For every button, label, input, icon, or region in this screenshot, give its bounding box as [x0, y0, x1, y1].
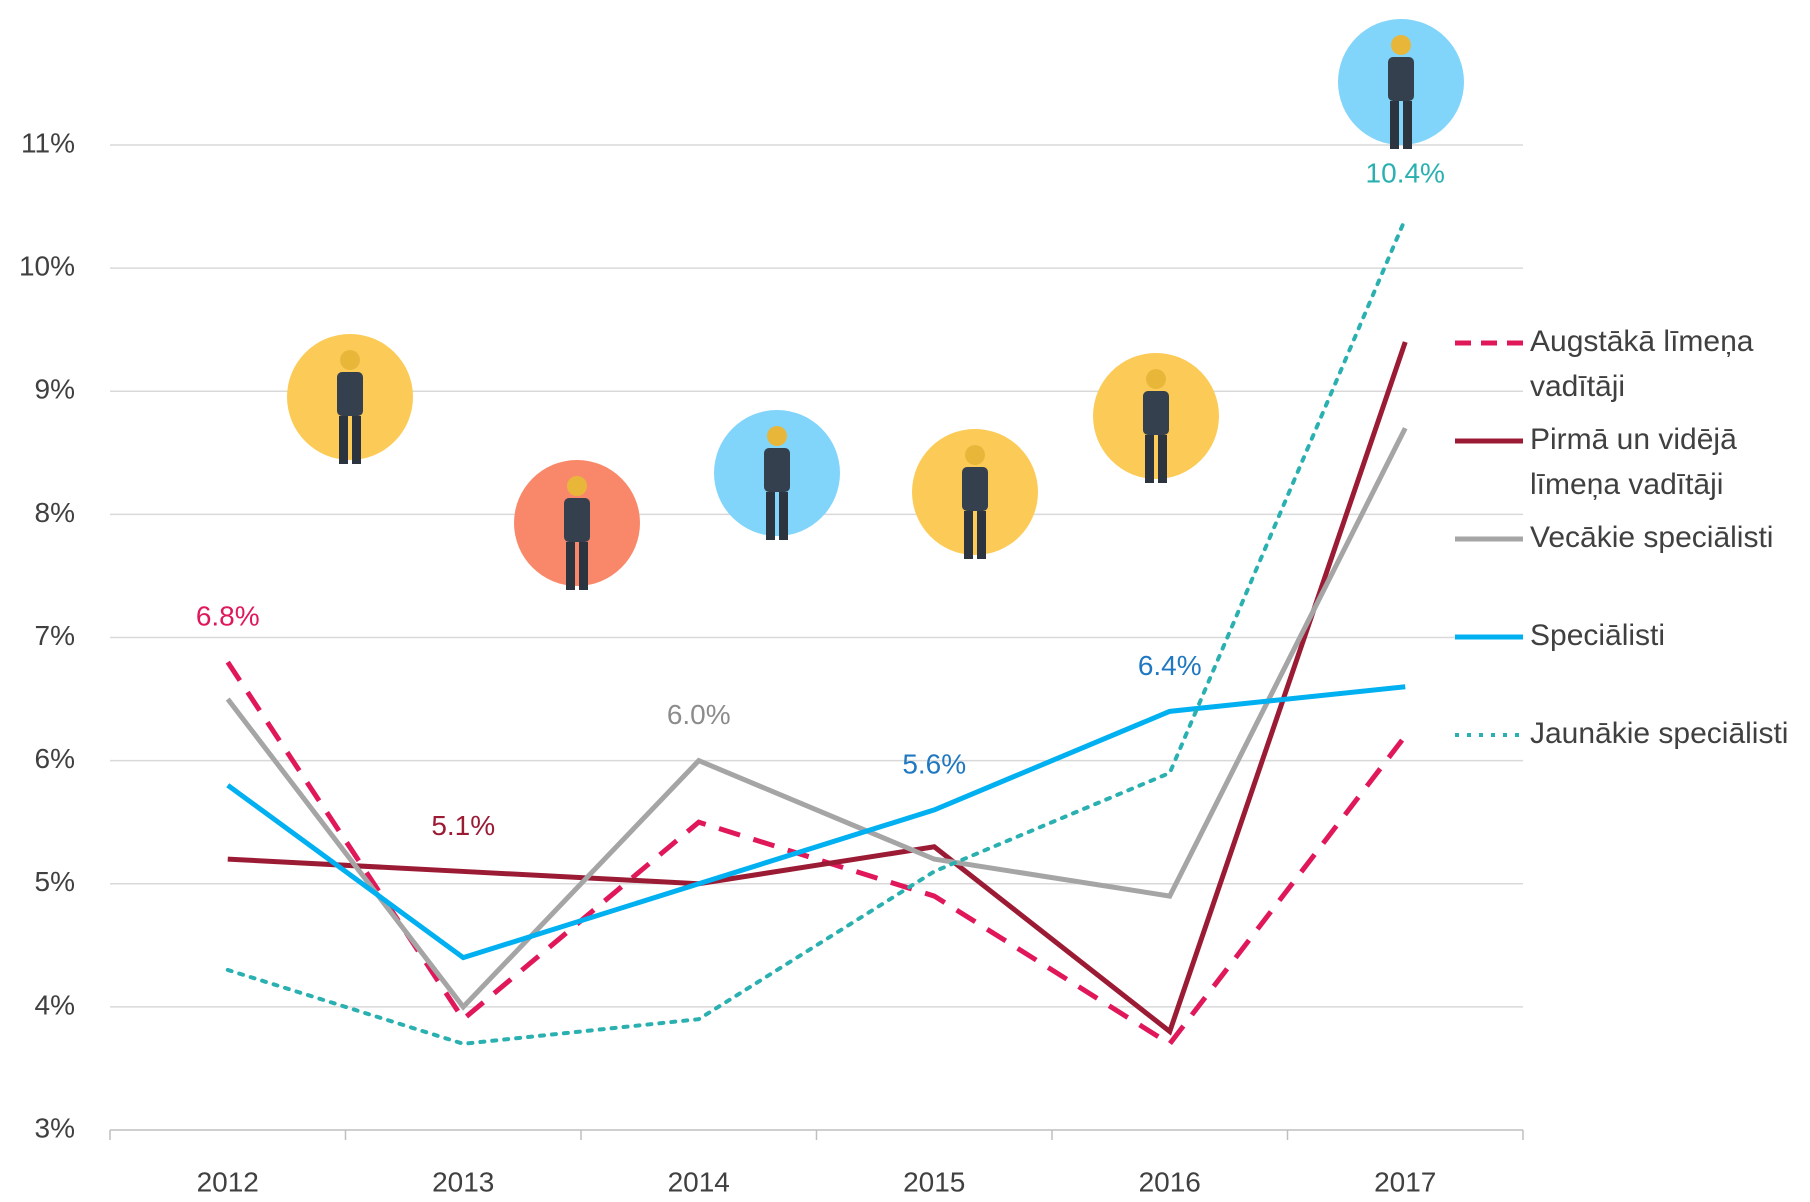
y-tick-label: 6%: [35, 743, 75, 774]
person-icon: [514, 460, 640, 590]
legend-label-line: Vecākie speciālisti: [1530, 521, 1773, 554]
y-tick-label: 3%: [35, 1112, 75, 1143]
x-tick-label: 2016: [1139, 1166, 1201, 1197]
person-icon: [1093, 353, 1219, 483]
x-tick-label: 2015: [903, 1166, 965, 1197]
series-line: [228, 687, 1406, 958]
person-icon: [287, 334, 413, 464]
data-label: 6.4%: [1138, 650, 1202, 681]
data-label: 6.8%: [196, 601, 260, 632]
y-tick-label: 11%: [21, 127, 75, 158]
y-tick-label: 4%: [35, 989, 75, 1020]
y-tick-label: 8%: [35, 497, 75, 528]
legend-label: Pirmā un vidējā līmeņa vadītāji: [1530, 423, 1737, 501]
legend-label-line: Speciālisti: [1530, 619, 1665, 652]
legend-label: Augstākā līmeņa vadītāji: [1530, 325, 1754, 403]
y-tick-label: 7%: [35, 620, 75, 651]
x-tick-label: 2013: [432, 1166, 494, 1197]
person-icon: [714, 410, 840, 540]
data-label: 6.0%: [667, 699, 731, 730]
legend-label-line: Jaunākie speciālisti: [1530, 717, 1788, 750]
y-tick-label: 9%: [35, 374, 75, 405]
x-tick-label: 2017: [1374, 1166, 1436, 1197]
chart: 3% 4% 5% 6% 7% 8% 9% 10% 11% 2012 2013 2014 2015 2016…: [0, 0, 1810, 1202]
person-icon: [912, 429, 1038, 559]
x-tick-label: 2014: [668, 1166, 730, 1197]
data-label: 5.6%: [902, 748, 966, 779]
data-label: 10.4%: [1366, 157, 1445, 188]
legend-label-line: līmeņa vadītāji: [1530, 468, 1723, 501]
person-icon: [1338, 19, 1464, 149]
x-tick-label: 2012: [197, 1166, 259, 1197]
legend-label-line: vadītāji: [1530, 370, 1625, 403]
legend-label: Vecākie speciālisti: [1530, 521, 1773, 554]
data-label: 5.1%: [431, 810, 495, 841]
legend-label-line: Pirmā un vidējā: [1530, 423, 1737, 456]
y-tick-label: 10%: [19, 251, 75, 282]
legend-label: Speciālisti: [1530, 619, 1665, 652]
icons: [287, 19, 1464, 590]
y-tick-label: 5%: [35, 866, 75, 897]
series-line: [228, 219, 1406, 1044]
legend-label-line: Augstākā līmeņa: [1530, 325, 1754, 358]
legend-label: Jaunākie speciālisti: [1530, 717, 1788, 750]
